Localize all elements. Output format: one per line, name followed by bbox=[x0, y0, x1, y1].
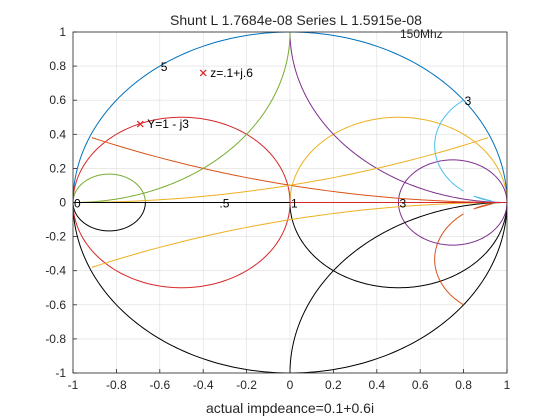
x-tick-label: -0.4 bbox=[193, 378, 214, 392]
conductance-circle-curve bbox=[73, 116, 291, 289]
resistance-circle-curve bbox=[289, 116, 507, 203]
x-tick-label: -0.8 bbox=[106, 378, 127, 392]
y-tick-label: 0.4 bbox=[49, 127, 66, 141]
x-tick-label: 0 bbox=[287, 378, 294, 392]
marker-label: Y=1 - j3 bbox=[147, 117, 189, 131]
conductance-circle-curve bbox=[73, 173, 146, 203]
y-tick-label: -0.2 bbox=[45, 230, 66, 244]
x-tick-label: 0.4 bbox=[368, 378, 385, 392]
y-tick-label: -0.6 bbox=[45, 298, 66, 312]
reactance-arc-curve bbox=[289, 202, 507, 373]
x-axis-label: actual impdeance=0.1+0.6i bbox=[206, 400, 374, 416]
y-tick-label: -0.8 bbox=[45, 332, 66, 346]
arc-label: 3 bbox=[400, 197, 407, 211]
chart-curves bbox=[73, 32, 507, 373]
reactance-arc-curve bbox=[91, 137, 507, 203]
y-tick-label: 1 bbox=[59, 25, 66, 39]
y-tick-label: 0.8 bbox=[49, 59, 66, 73]
y-tick-label: 0.2 bbox=[49, 161, 66, 175]
arc-label: 1 bbox=[291, 197, 298, 211]
resistance-circle-curve bbox=[73, 202, 507, 373]
arc-label: 3 bbox=[465, 94, 472, 108]
resistance-circle-curve bbox=[73, 32, 507, 203]
y-tick-label: 0 bbox=[59, 196, 66, 210]
x-tick-label: 1 bbox=[504, 378, 511, 392]
y-tick-label: 0.6 bbox=[49, 93, 66, 107]
x-tick-label: -0.2 bbox=[236, 378, 257, 392]
reactance-arc-curve bbox=[91, 202, 507, 268]
y-tick-label: -0.4 bbox=[45, 264, 66, 278]
x-tick-label: 0.8 bbox=[455, 378, 472, 392]
marker-x-icon bbox=[199, 69, 207, 77]
x-tick-label: -1 bbox=[68, 378, 79, 392]
x-tick-label: -0.6 bbox=[149, 378, 170, 392]
susceptance-arc-curve bbox=[73, 32, 291, 203]
arc-labels: 0 .5 1 3 5 3 bbox=[74, 60, 472, 210]
arc-label: .5 bbox=[219, 197, 229, 211]
x-tick-label: 0.6 bbox=[412, 378, 429, 392]
chart-title: Shunt L 1.7684e-08 Series L 1.5915e-08 bbox=[170, 12, 422, 28]
resistance-circle-curve bbox=[289, 202, 507, 289]
chart-subtitle: 150Mhz bbox=[400, 27, 443, 41]
conductance-circle-curve bbox=[73, 202, 146, 232]
marker-x-icon bbox=[136, 120, 144, 128]
marker-label: z=.1+j.6 bbox=[210, 66, 253, 80]
x-tick-label: 0.2 bbox=[325, 378, 342, 392]
y-tick-label: -1 bbox=[55, 366, 66, 380]
arc-label: 0 bbox=[74, 197, 81, 211]
arc-label: 5 bbox=[161, 60, 168, 74]
susceptance-arc-curve bbox=[73, 137, 489, 203]
axis-ticks: -1 -0.8 -0.6 -0.4 -0.2 0 0.2 0.4 0.6 0.8 1 -1 -0.8 -0… bbox=[45, 25, 510, 392]
markers: z=.1+j.6 Y=1 - j3 bbox=[136, 66, 253, 131]
